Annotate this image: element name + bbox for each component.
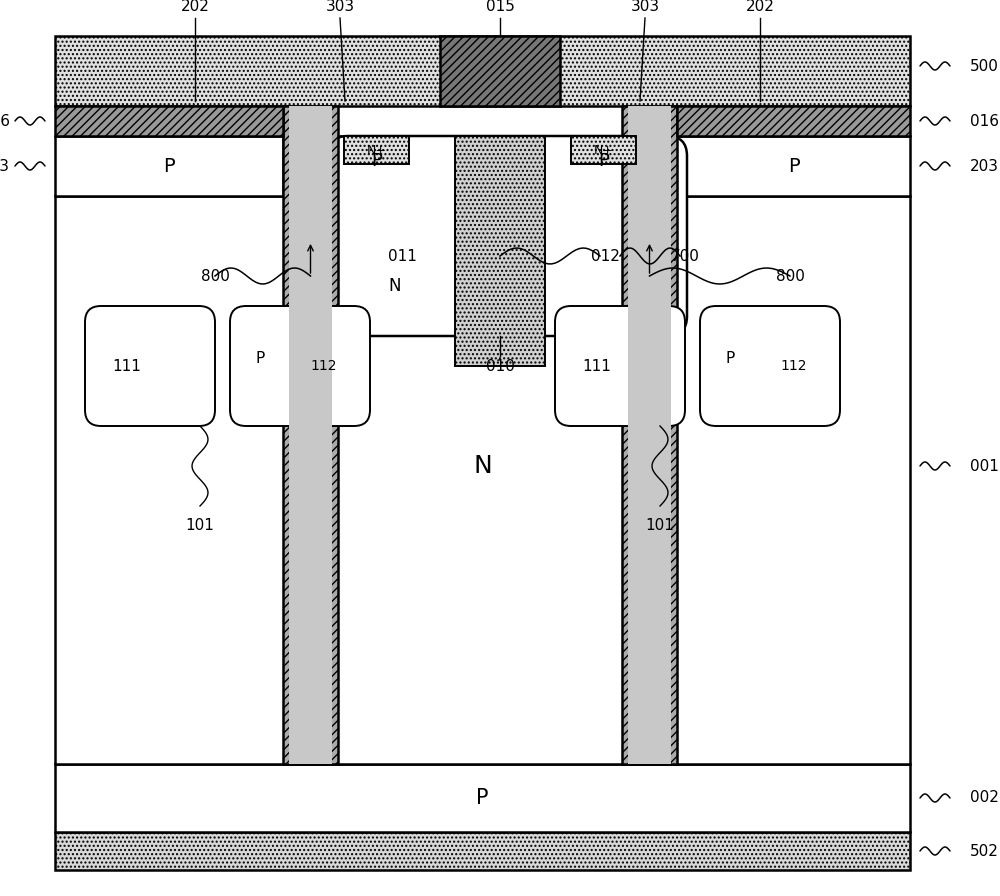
Text: 001: 001 <box>970 459 999 473</box>
Bar <box>585 136 622 196</box>
Bar <box>55 36 910 106</box>
Bar <box>338 136 415 196</box>
Bar <box>622 106 677 764</box>
Text: N+: N+ <box>594 143 614 157</box>
Bar <box>455 136 545 366</box>
FancyBboxPatch shape <box>555 306 685 426</box>
Text: 203: 203 <box>0 159 10 174</box>
Text: N: N <box>473 454 492 478</box>
Text: 303: 303 <box>325 0 355 13</box>
Bar <box>677 106 910 136</box>
FancyBboxPatch shape <box>230 306 370 426</box>
Text: 011: 011 <box>388 248 417 263</box>
Text: 800: 800 <box>201 269 229 283</box>
Text: N: N <box>388 277 400 295</box>
Bar <box>571 136 636 164</box>
Text: P: P <box>476 788 489 808</box>
Text: 202: 202 <box>746 0 774 13</box>
Text: 303: 303 <box>630 0 660 13</box>
Bar <box>628 106 671 764</box>
Text: 500: 500 <box>970 58 999 73</box>
Text: 111: 111 <box>583 358 611 374</box>
Bar <box>344 136 409 164</box>
Text: P: P <box>725 350 735 366</box>
Text: 202: 202 <box>181 0 209 13</box>
Text: 111: 111 <box>113 358 141 374</box>
Text: 002: 002 <box>970 790 999 806</box>
Bar <box>55 196 910 764</box>
Bar <box>283 106 338 764</box>
Text: 112: 112 <box>310 359 336 373</box>
Text: N+: N+ <box>366 143 386 157</box>
Text: 016: 016 <box>970 114 999 128</box>
Bar <box>677 136 910 196</box>
Text: 012: 012 <box>591 248 619 263</box>
FancyBboxPatch shape <box>85 306 215 426</box>
Bar <box>440 36 560 106</box>
Text: 800: 800 <box>776 269 804 283</box>
Text: P: P <box>788 157 799 176</box>
Text: P: P <box>163 157 175 176</box>
Text: 101: 101 <box>646 519 674 533</box>
Text: 112: 112 <box>780 359 806 373</box>
Text: P: P <box>598 152 609 170</box>
Bar <box>289 106 332 764</box>
Text: 010: 010 <box>486 358 514 374</box>
Bar <box>55 136 283 196</box>
Bar <box>55 764 910 832</box>
Text: 502: 502 <box>970 843 999 858</box>
Text: 101: 101 <box>186 519 214 533</box>
Text: 203: 203 <box>970 159 999 174</box>
Text: P: P <box>371 152 382 170</box>
Text: P: P <box>255 350 265 366</box>
Bar <box>55 832 910 870</box>
Text: 700: 700 <box>671 248 699 263</box>
FancyBboxPatch shape <box>700 306 840 426</box>
FancyBboxPatch shape <box>328 136 687 336</box>
Bar <box>55 106 283 136</box>
Text: 016: 016 <box>0 114 10 128</box>
Text: 015: 015 <box>486 0 514 13</box>
